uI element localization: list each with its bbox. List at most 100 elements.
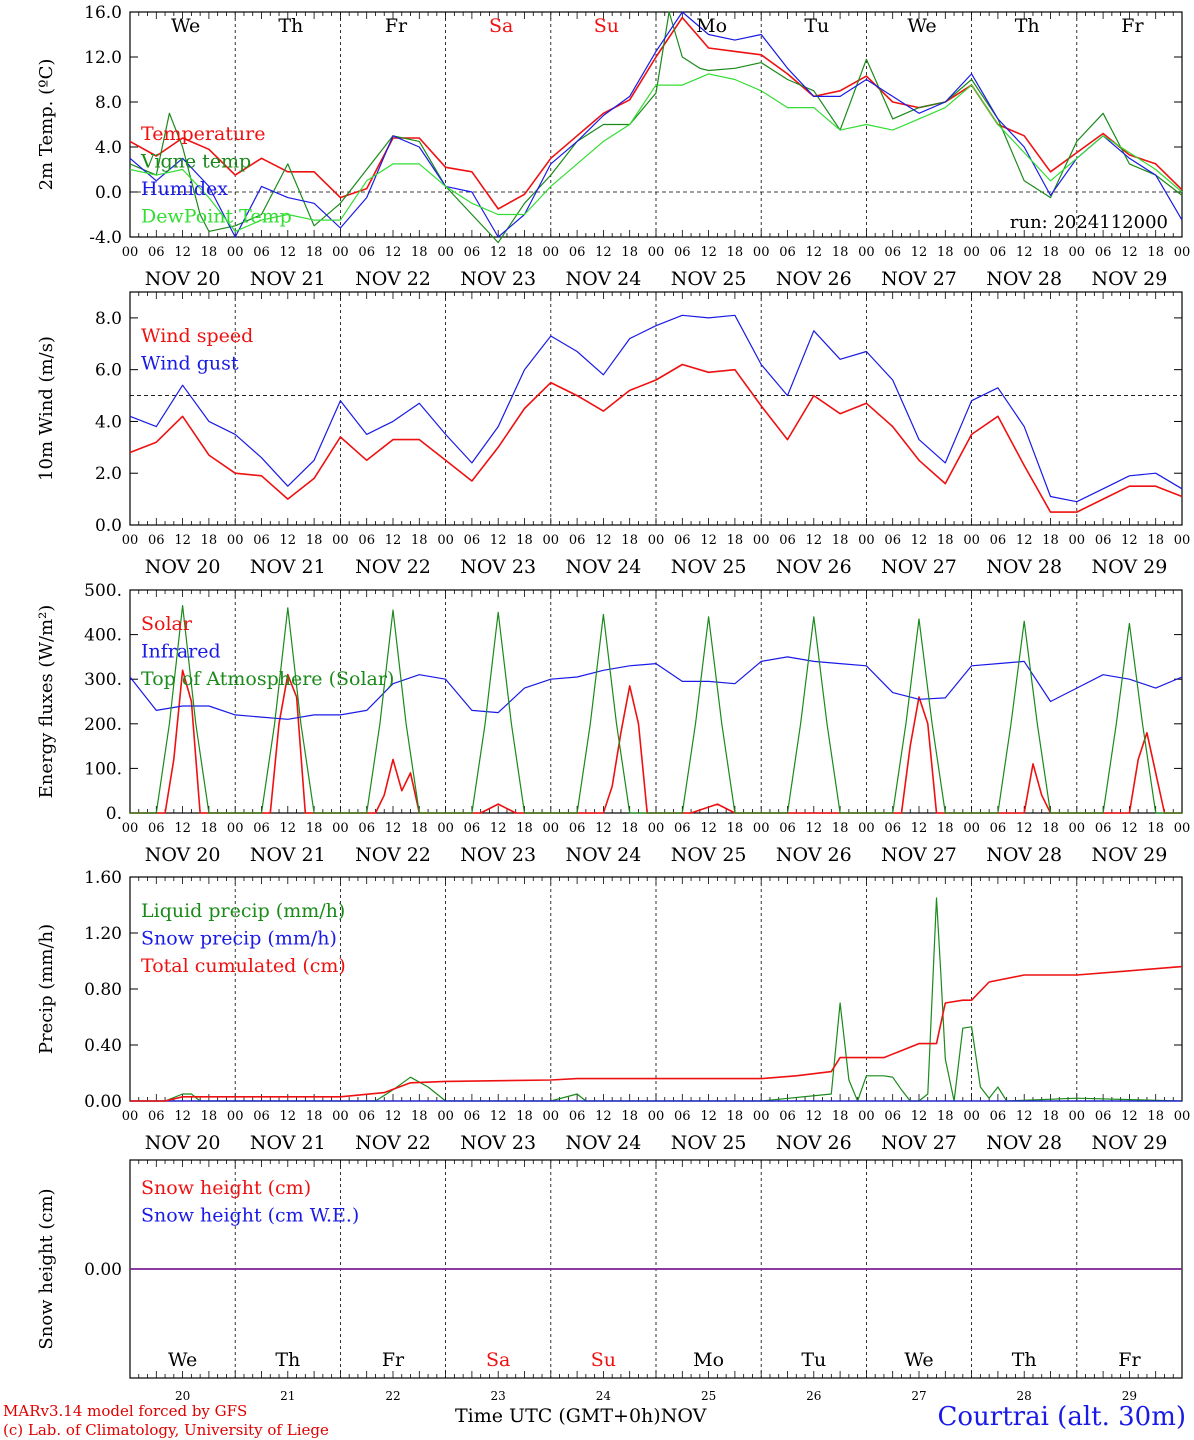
- hour-tick-label: 00: [963, 1109, 980, 1124]
- series-line-4-3: [130, 965, 1183, 1102]
- legend-entry: DewPoint Temp: [141, 206, 292, 228]
- hour-tick-label: 00: [122, 533, 139, 548]
- hour-tick-label: 12: [911, 821, 928, 836]
- series-line-1-3: [129, 11, 1183, 238]
- hour-tick-label: 18: [411, 821, 428, 836]
- hour-tick-label: 12: [1121, 533, 1138, 548]
- hour-tick-label: 12: [280, 1109, 297, 1124]
- y-tick-label: 6.0: [95, 361, 122, 381]
- day-label: NOV 28: [986, 1132, 1062, 1154]
- day-label: NOV 20: [145, 1132, 221, 1154]
- weekday-label: Sa: [489, 15, 513, 37]
- hour-tick-label: 00: [1069, 533, 1086, 548]
- hour-tick-label: 06: [990, 245, 1007, 260]
- hour-tick-label: 18: [1147, 821, 1164, 836]
- hour-tick-label: 06: [674, 533, 691, 548]
- hour-tick-label: 00: [1174, 245, 1191, 260]
- hour-tick-label: 06: [148, 245, 165, 260]
- hour-tick-label: 06: [990, 821, 1007, 836]
- hour-tick-label: 18: [516, 533, 533, 548]
- credit-model: MARv3.14 model forced by GFS: [3, 1402, 248, 1420]
- hour-tick-label: 12: [1016, 245, 1033, 260]
- hour-tick-label: 00: [543, 821, 560, 836]
- hour-tick-label: 00: [858, 1109, 875, 1124]
- hour-tick-label: 12: [1016, 821, 1033, 836]
- hour-tick-label: 06: [884, 533, 901, 548]
- hour-tick-label: 06: [779, 533, 796, 548]
- hour-tick-label: 12: [595, 533, 612, 548]
- legend-entry: Snow height (cm W.E.): [141, 1205, 359, 1227]
- hour-tick-label: 18: [306, 821, 323, 836]
- weekday-label: Su: [591, 1349, 616, 1371]
- y-tick-label: 500.: [84, 581, 122, 601]
- series-line-3-2: [129, 656, 1183, 720]
- hour-tick-label: 06: [884, 821, 901, 836]
- day-label: NOV 26: [776, 844, 852, 866]
- hour-tick-label: 18: [411, 245, 428, 260]
- day-label: NOV 25: [671, 268, 747, 290]
- hour-tick-label: 06: [1095, 1109, 1112, 1124]
- day-number-label: 27: [911, 1389, 926, 1403]
- day-number-label: 24: [596, 1389, 612, 1403]
- hour-tick-label: 00: [648, 533, 665, 548]
- y-tick-label: 0.00: [84, 1092, 122, 1112]
- hour-tick-label: 12: [1016, 533, 1033, 548]
- hour-tick-label: 00: [648, 821, 665, 836]
- panel-5: [129, 1159, 1183, 1379]
- legend-entry: Wind speed: [141, 325, 253, 347]
- day-label: NOV 22: [355, 1132, 431, 1154]
- day-number-label: 26: [806, 1389, 821, 1403]
- hour-tick-label: 06: [358, 245, 375, 260]
- hour-tick-label: 06: [358, 1109, 375, 1124]
- hour-tick-label: 18: [411, 1109, 428, 1124]
- y-tick-label: 1.20: [84, 924, 122, 944]
- day-label: NOV 25: [671, 844, 747, 866]
- day-label: NOV 23: [460, 268, 536, 290]
- hour-tick-label: 18: [937, 821, 954, 836]
- legend-entry: Wind gust: [141, 353, 239, 375]
- y-tick-label: 16.0: [84, 3, 122, 23]
- day-label: NOV 26: [776, 1132, 852, 1154]
- y-tick-label: 200.: [84, 715, 122, 735]
- hour-tick-label: 12: [280, 821, 297, 836]
- hour-tick-label: 00: [332, 821, 349, 836]
- hour-tick-label: 00: [1069, 245, 1086, 260]
- hour-tick-label: 00: [543, 1109, 560, 1124]
- hour-tick-label: 18: [201, 1109, 218, 1124]
- hour-tick-label: 12: [700, 533, 717, 548]
- hour-tick-label: 12: [1121, 245, 1138, 260]
- day-label: NOV 29: [1091, 268, 1167, 290]
- hour-tick-label: 12: [911, 245, 928, 260]
- hour-tick-label: 12: [700, 821, 717, 836]
- hour-tick-label: 18: [1147, 245, 1164, 260]
- hour-tick-label: 00: [753, 533, 770, 548]
- hour-tick-label: 18: [832, 533, 849, 548]
- weekday-label: We: [907, 15, 936, 37]
- hour-tick-label: 18: [1042, 245, 1059, 260]
- weekday-label: We: [904, 1349, 933, 1371]
- hour-tick-label: 06: [884, 1109, 901, 1124]
- hour-tick-label: 06: [253, 1109, 270, 1124]
- weekday-label: Fr: [385, 15, 408, 37]
- hour-tick-label: 00: [1069, 1109, 1086, 1124]
- day-number-label: 21: [280, 1389, 295, 1403]
- hour-tick-label: 00: [543, 533, 560, 548]
- hour-tick-label: 12: [385, 821, 402, 836]
- weekday-label: Th: [278, 15, 303, 37]
- series-line-3-1: [130, 669, 1182, 814]
- hour-tick-label: 06: [884, 245, 901, 260]
- hour-tick-label: 06: [1095, 533, 1112, 548]
- weekday-label: Su: [594, 15, 619, 37]
- y-tick-label: 2.0: [95, 464, 122, 484]
- y-tick-label: 8.0: [95, 93, 122, 113]
- hour-tick-label: 12: [280, 533, 297, 548]
- hour-tick-label: 12: [700, 245, 717, 260]
- legend-entry: Total cumulated (cm): [141, 955, 346, 977]
- hour-tick-label: 12: [385, 245, 402, 260]
- hour-tick-label: 18: [937, 245, 954, 260]
- hour-tick-label: 06: [990, 533, 1007, 548]
- hour-tick-label: 00: [227, 245, 244, 260]
- hour-tick-label: 00: [227, 1109, 244, 1124]
- legend-entry: Solar: [141, 613, 193, 635]
- day-label: NOV 24: [565, 844, 641, 866]
